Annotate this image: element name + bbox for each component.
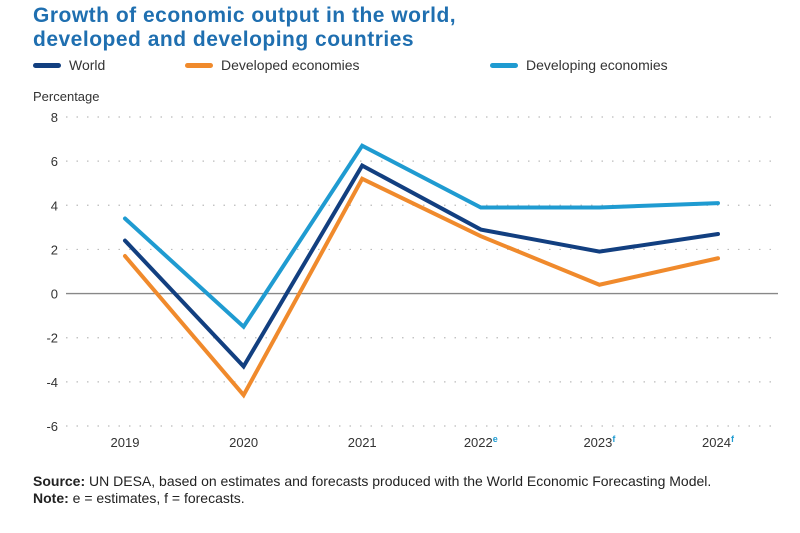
legend-swatch-developed: [185, 62, 213, 68]
x-tick-superscript: f: [612, 434, 616, 444]
legend-swatch-developing: [490, 62, 518, 68]
note-text: e = estimates, f = forecasts.: [68, 490, 245, 506]
chart-title: Growth of economic output in the world, …: [33, 4, 456, 52]
x-tick-label: 2020: [229, 435, 258, 450]
y-tick-label: -4: [46, 375, 58, 390]
x-tick-superscript: e: [493, 434, 498, 444]
source-note: Source: UN DESA, based on estimates and …: [33, 473, 763, 490]
series-line-developed-economies: [123, 176, 720, 399]
x-tick-label: 2021: [348, 435, 377, 450]
y-tick-label: -2: [46, 331, 58, 346]
legend-item-developed: Developed economies: [185, 57, 360, 73]
legend-label-developed: Developed economies: [221, 57, 360, 73]
chart-title-line-2: developed and developing countries: [33, 28, 415, 51]
y-tick-label: 2: [51, 242, 58, 257]
x-tick-label: 2023f: [583, 434, 616, 450]
chart-title-line-1: Growth of economic output in the world,: [33, 4, 457, 27]
note-label: Note:: [33, 490, 69, 506]
y-tick-label: -6: [46, 419, 58, 434]
legend-item-world: World: [33, 57, 105, 73]
y-tick-label: 6: [51, 154, 58, 169]
note: Note: e = estimates, f = forecasts.: [33, 490, 763, 507]
line-chart: 8 6 4 2 0 -2 -4 -6 2019 2020 2021 2022e 2023f 2024f: [46, 110, 778, 450]
chart-footer: Source: UN DESA, based on estimates and …: [33, 473, 763, 507]
x-tick-label: 2022e: [464, 434, 498, 450]
source-label: Source:: [33, 473, 86, 489]
x-tick-label: 2024f: [702, 434, 735, 450]
y-tick-label: 8: [51, 110, 58, 125]
series-line-developing-economies: [123, 143, 720, 330]
legend-item-developing: Developing economies: [490, 57, 668, 73]
y-axis-label: Percentage: [33, 89, 100, 104]
legend: World Developed economies Developing eco…: [0, 57, 800, 77]
y-tick-label: 4: [51, 198, 58, 213]
legend-label-developing: Developing economies: [526, 57, 668, 73]
x-tick-superscript: f: [731, 434, 735, 444]
series-line-world: [123, 162, 720, 370]
legend-label-world: World: [69, 57, 106, 73]
y-tick-label: 0: [51, 287, 58, 302]
source-text: UN DESA, based on estimates and forecast…: [85, 473, 712, 489]
x-tick-label: 2019: [111, 435, 140, 450]
legend-swatch-world: [33, 62, 61, 68]
